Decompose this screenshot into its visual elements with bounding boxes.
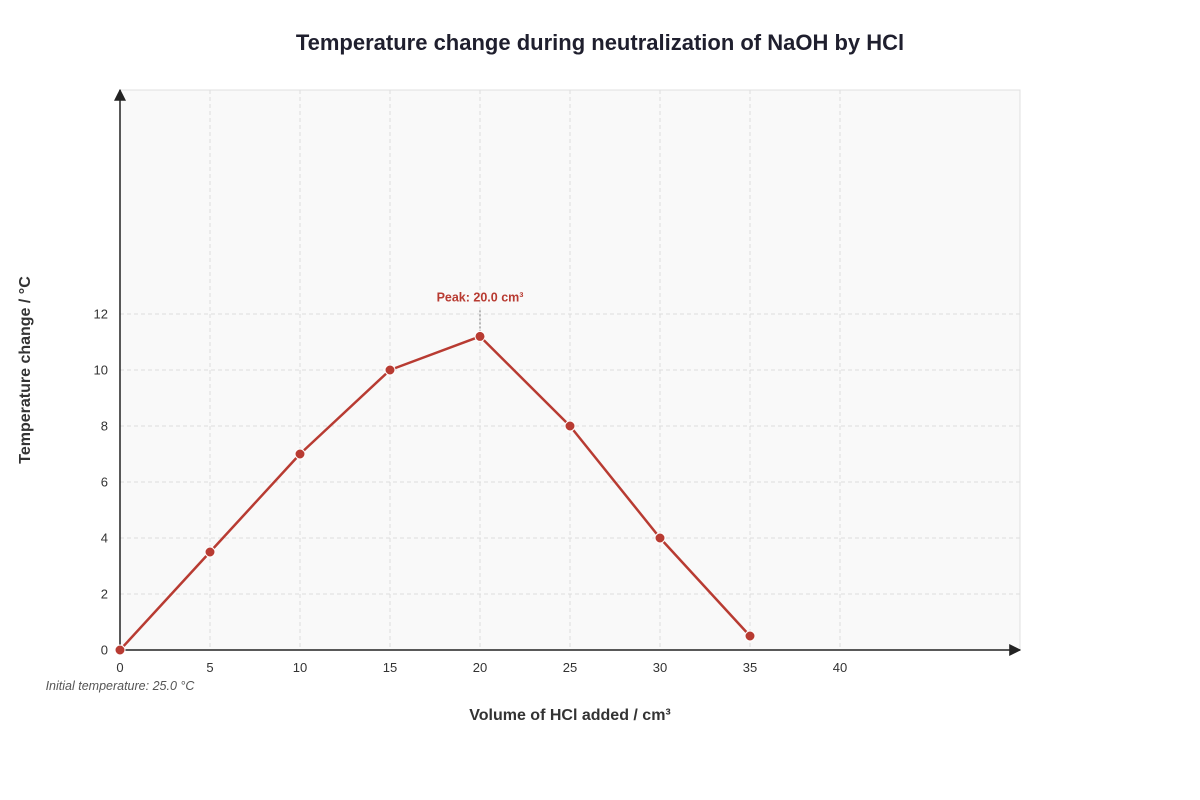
axes: [114, 88, 1022, 656]
data-point: [744, 630, 756, 642]
y-tick-label: 2: [101, 587, 108, 602]
gridlines: [120, 90, 1020, 650]
data-point: [474, 330, 486, 342]
series-line: [119, 335, 751, 651]
x-axis-label: Volume of HCl added / cm³: [469, 707, 671, 724]
data-point: [294, 448, 306, 460]
chart-title: Temperature change during neutralization…: [296, 30, 904, 55]
y-tick-label: 6: [101, 475, 108, 490]
x-tick-label: 0: [116, 660, 123, 675]
data-point: [384, 364, 396, 376]
data-series: [114, 330, 756, 656]
y-tick-label: 12: [94, 307, 108, 322]
x-tick-label: 10: [293, 660, 307, 675]
data-point: [204, 546, 216, 558]
x-tick-label: 15: [383, 660, 397, 675]
x-tick-label: 25: [563, 660, 577, 675]
x-tick-label: 40: [833, 660, 847, 675]
y-tick-label: 0: [101, 643, 108, 658]
x-tick-label: 20: [473, 660, 487, 675]
peak-label: Peak: 20.0 cm³: [437, 290, 524, 304]
x-tick-label: 30: [653, 660, 667, 675]
y-tick-label: 4: [101, 531, 108, 546]
y-tick-label: 10: [94, 363, 108, 378]
tick-labels: 0 5 10 15 20 25 30 35 40 0 2 4 6 8 10 12: [94, 307, 848, 676]
y-tick-label: 8: [101, 419, 108, 434]
data-point: [564, 420, 576, 432]
initial-temperature-note: Initial temperature: 25.0 °C: [46, 679, 196, 693]
x-tick-label: 5: [206, 660, 213, 675]
y-axis-label: Temperature change / °C: [17, 276, 34, 464]
data-point: [114, 644, 126, 656]
data-point: [654, 532, 666, 544]
x-tick-label: 35: [743, 660, 757, 675]
